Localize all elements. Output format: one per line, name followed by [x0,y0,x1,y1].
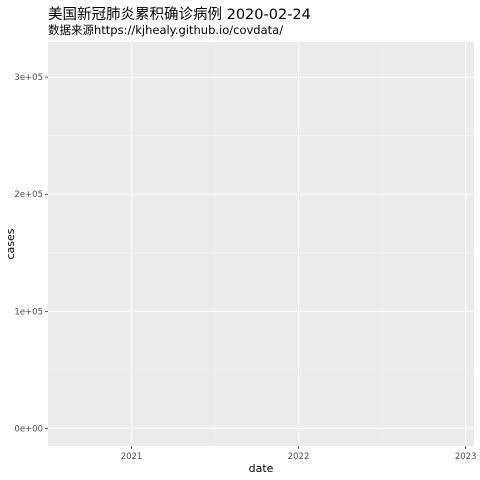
chart-subtitle: 数据来源https://kjhealy.github.io/covdata/ [48,23,284,37]
y-tick-label: 0e+00 [14,424,43,434]
plot-panel [48,42,474,446]
x-tick-label: 2023 [455,452,477,462]
y-tick-label: 2e+05 [14,190,43,200]
x-tick-label: 2022 [288,452,310,462]
grid-lines [48,42,474,446]
x-axis-title: date [249,462,274,475]
chart-title: 美国新冠肺炎累积确诊病例 2020-02-24 [48,7,311,23]
axis-ticks: 2021 2022 2023 0e+00 1e+05 2e+05 3e+05 [14,73,476,462]
x-tick-label: 2021 [121,452,143,462]
y-axis-title: cases [4,228,17,259]
y-tick-label: 3e+05 [14,73,43,83]
y-tick-label: 1e+05 [14,307,43,317]
